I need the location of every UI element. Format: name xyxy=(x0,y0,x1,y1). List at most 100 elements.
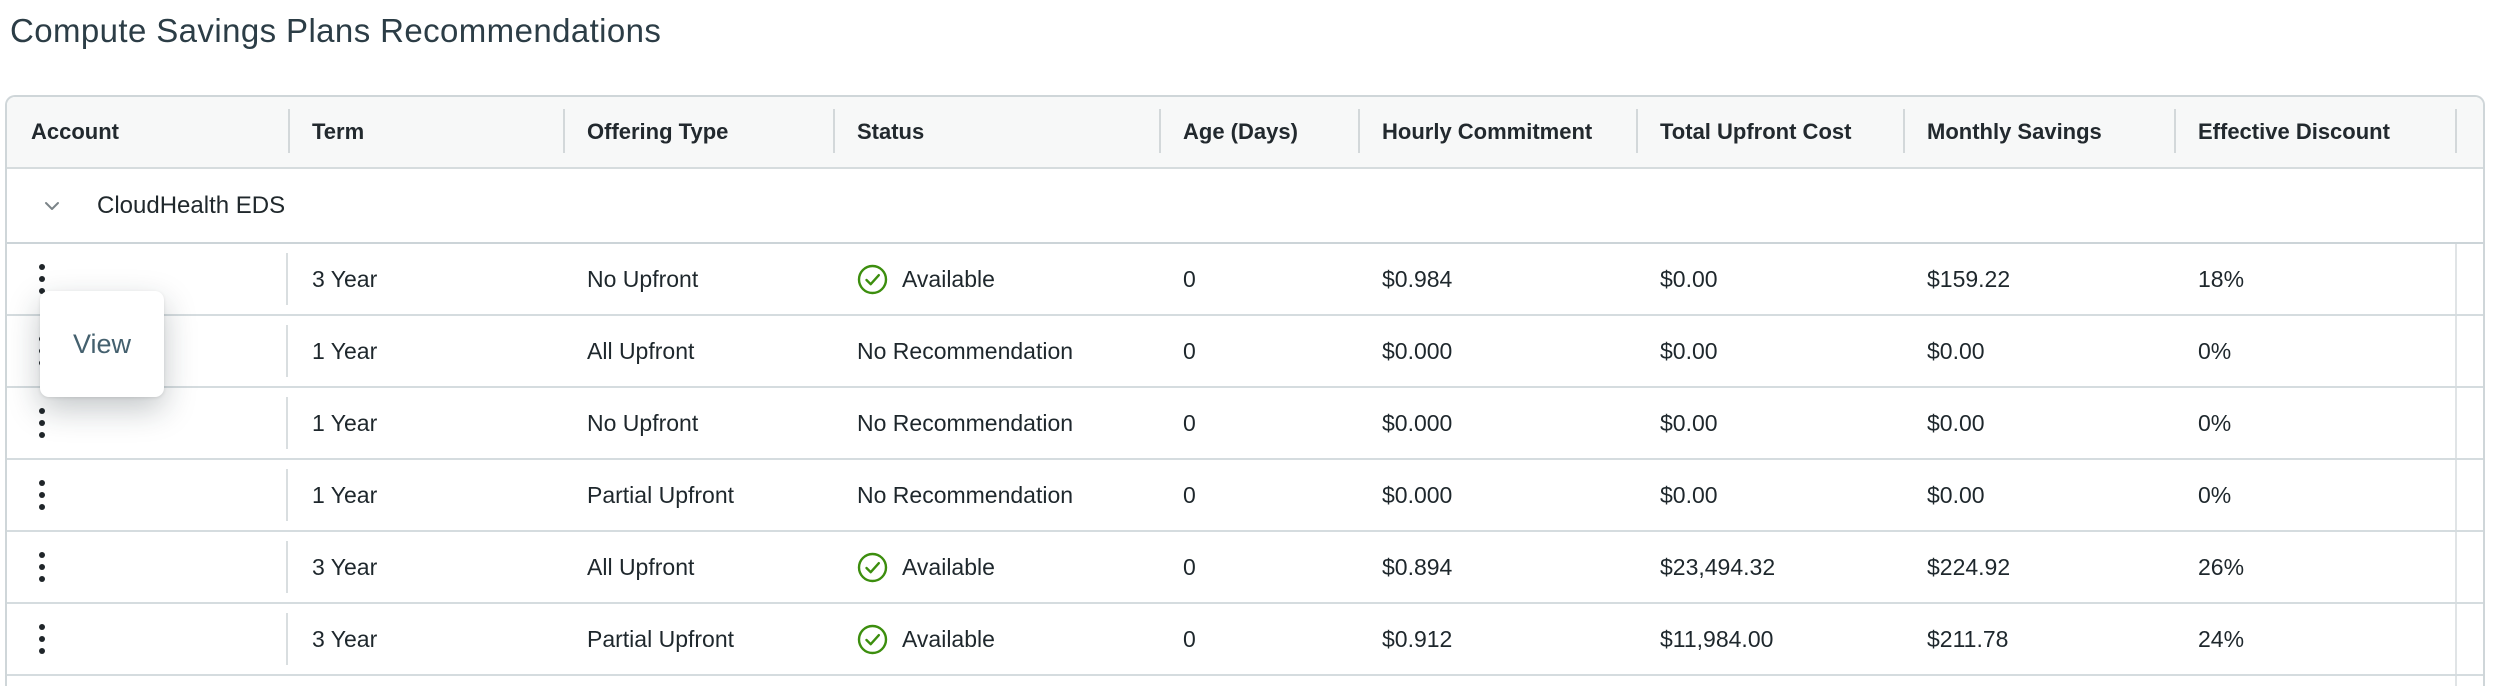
table-row: 1 Year Partial Upfront No Recommendation… xyxy=(7,460,2483,532)
recommendations-table: Account Term Offering Type Status Age (D… xyxy=(5,95,2485,686)
status-label: Available xyxy=(902,553,995,580)
account-cell xyxy=(7,388,288,460)
term-cell xyxy=(288,676,563,686)
status-label: No Recommendation xyxy=(857,409,1074,436)
hourly-commitment-cell: $0.984 xyxy=(1358,244,1636,316)
header-scrollbar-gutter xyxy=(2455,97,2483,167)
kebab-menu-icon[interactable] xyxy=(31,546,53,588)
hourly-commitment-cell: $0.000 xyxy=(1358,388,1636,460)
account-cell xyxy=(7,676,288,686)
account-cell xyxy=(7,532,288,604)
col-header-status: Status xyxy=(833,97,1159,167)
age-cell: 0 xyxy=(1159,388,1358,460)
term-cell: 3 Year xyxy=(288,244,563,316)
table-row-partial xyxy=(7,676,2483,686)
menu-item-view[interactable]: View xyxy=(72,328,132,359)
table-row: 3 Year All Upfront Available 0 $0.894 $2… xyxy=(7,532,2483,604)
status-cell xyxy=(833,676,1159,686)
age-cell: 0 xyxy=(1159,532,1358,604)
hourly-commitment-cell: $0.894 xyxy=(1358,532,1636,604)
age-cell: 0 xyxy=(1159,460,1358,532)
status-label: Available xyxy=(902,625,995,652)
monthly-savings-cell: $224.92 xyxy=(1903,532,2174,604)
effective-discount-cell: 24% xyxy=(2174,604,2455,676)
status-cell: No Recommendation xyxy=(833,460,1159,532)
table-header-row: Account Term Offering Type Status Age (D… xyxy=(7,97,2483,169)
hourly-commitment-cell: $0.000 xyxy=(1358,460,1636,532)
total-upfront-cost-cell: $0.00 xyxy=(1636,244,1903,316)
effective-discount-cell: 26% xyxy=(2174,532,2455,604)
kebab-menu-icon[interactable] xyxy=(31,474,53,516)
total-upfront-cost-cell xyxy=(1636,676,1903,686)
group-label: CloudHealth EDS xyxy=(97,191,286,219)
group-row-cloudhealth-eds[interactable]: CloudHealth EDS xyxy=(7,169,2483,244)
scrollbar-gutter xyxy=(2455,388,2483,460)
monthly-savings-cell: $0.00 xyxy=(1903,460,2174,532)
offering-type-cell: All Upfront xyxy=(563,532,833,604)
monthly-savings-cell xyxy=(1903,676,2174,686)
status-cell: Available xyxy=(833,604,1159,676)
scrollbar-gutter xyxy=(2455,460,2483,532)
total-upfront-cost-cell: $11,984.00 xyxy=(1636,604,1903,676)
scrollbar-gutter xyxy=(2455,604,2483,676)
age-cell: 0 xyxy=(1159,604,1358,676)
offering-type-cell: Partial Upfront xyxy=(563,460,833,532)
status-label: No Recommendation xyxy=(857,337,1074,364)
total-upfront-cost-cell: $0.00 xyxy=(1636,388,1903,460)
hourly-commitment-cell: $0.000 xyxy=(1358,316,1636,388)
term-cell: 1 Year xyxy=(288,460,563,532)
check-circle-icon xyxy=(857,264,888,295)
status-cell: No Recommendation xyxy=(833,388,1159,460)
term-cell: 1 Year xyxy=(288,316,563,388)
monthly-savings-cell: $159.22 xyxy=(1903,244,2174,316)
table-row: 1 Year No Upfront No Recommendation 0 $0… xyxy=(7,388,2483,460)
age-cell: 0 xyxy=(1159,244,1358,316)
status-cell: No Recommendation xyxy=(833,316,1159,388)
page-title: Compute Savings Plans Recommendations xyxy=(10,12,662,49)
term-cell: 3 Year xyxy=(288,604,563,676)
account-cell xyxy=(7,604,288,676)
scrollbar-gutter xyxy=(2455,676,2483,686)
col-header-offering-type: Offering Type xyxy=(563,97,833,167)
monthly-savings-cell: $0.00 xyxy=(1903,388,2174,460)
check-circle-icon xyxy=(857,624,888,655)
term-cell: 1 Year xyxy=(288,388,563,460)
effective-discount-cell: 0% xyxy=(2174,316,2455,388)
offering-type-cell: No Upfront xyxy=(563,388,833,460)
hourly-commitment-cell xyxy=(1358,676,1636,686)
offering-type-cell xyxy=(563,676,833,686)
chevron-down-icon[interactable] xyxy=(39,193,65,219)
monthly-savings-cell: $0.00 xyxy=(1903,316,2174,388)
effective-discount-cell xyxy=(2174,676,2455,686)
status-cell: Available xyxy=(833,244,1159,316)
kebab-menu-icon[interactable] xyxy=(31,258,53,300)
col-header-age-days: Age (Days) xyxy=(1159,97,1358,167)
scrollbar-gutter xyxy=(2455,316,2483,388)
account-cell xyxy=(7,460,288,532)
status-label: Available xyxy=(902,265,995,292)
scrollbar-gutter xyxy=(2455,532,2483,604)
term-cell: 3 Year xyxy=(288,532,563,604)
kebab-menu-icon[interactable] xyxy=(31,618,53,660)
effective-discount-cell: 0% xyxy=(2174,460,2455,532)
check-circle-icon xyxy=(857,552,888,583)
kebab-menu-icon[interactable] xyxy=(31,402,53,444)
col-header-hourly-commitment: Hourly Commitment xyxy=(1358,97,1636,167)
status-cell: Available xyxy=(833,532,1159,604)
scrollbar-gutter xyxy=(2455,244,2483,316)
hourly-commitment-cell: $0.912 xyxy=(1358,604,1636,676)
effective-discount-cell: 18% xyxy=(2174,244,2455,316)
col-header-term: Term xyxy=(288,97,563,167)
offering-type-cell: All Upfront xyxy=(563,316,833,388)
total-upfront-cost-cell: $0.00 xyxy=(1636,460,1903,532)
age-cell: 0 xyxy=(1159,316,1358,388)
context-menu: View xyxy=(40,291,164,397)
total-upfront-cost-cell: $23,494.32 xyxy=(1636,532,1903,604)
offering-type-cell: Partial Upfront xyxy=(563,604,833,676)
col-header-total-upfront-cost: Total Upfront Cost xyxy=(1636,97,1903,167)
col-header-effective-discount: Effective Discount xyxy=(2174,97,2455,167)
monthly-savings-cell: $211.78 xyxy=(1903,604,2174,676)
table-row: 3 Year No Upfront Available 0 $0.984 $0.… xyxy=(7,244,2483,316)
table-row: 1 Year All Upfront No Recommendation 0 $… xyxy=(7,316,2483,388)
col-header-account: Account xyxy=(31,119,119,144)
